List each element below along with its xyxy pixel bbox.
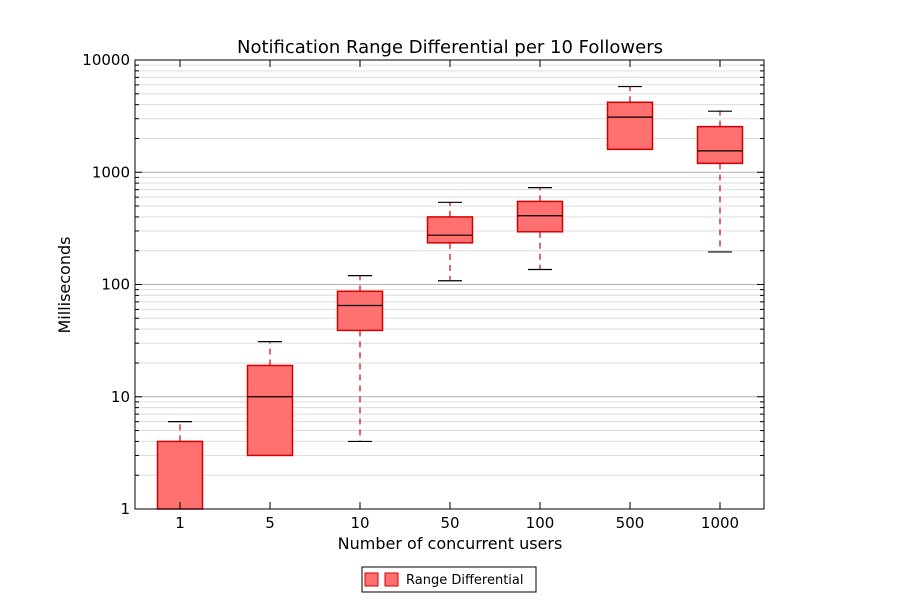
legend-swatch-2 xyxy=(384,572,399,587)
iqr-box xyxy=(336,290,384,332)
legend-swatch-1 xyxy=(364,572,379,587)
x-tick-label: 5 xyxy=(265,514,275,532)
y-tick-label: 10000 xyxy=(82,51,130,69)
x-tick-label: 1 xyxy=(175,514,185,532)
iqr-box xyxy=(606,101,654,151)
box-series xyxy=(156,85,744,510)
iqr-box xyxy=(246,364,294,457)
legend-label: Range Differential xyxy=(406,573,524,588)
x-tick-label: 100 xyxy=(526,514,555,532)
grid-lines xyxy=(135,64,764,476)
iqr-box xyxy=(426,216,474,244)
iqr-box xyxy=(696,125,744,165)
legend: Range Differential xyxy=(361,566,537,593)
y-tick-label: 100 xyxy=(101,276,130,294)
y-tick-label: 10 xyxy=(111,388,130,406)
box-1 xyxy=(156,421,204,510)
x-tick-label: 500 xyxy=(616,514,645,532)
y-axis-ticks: 1 10 100 1000 10000 xyxy=(82,51,764,518)
x-tick-label: 10 xyxy=(350,514,369,532)
chart-title: Notification Range Differential per 10 F… xyxy=(237,37,663,58)
x-axis-label: Number of concurrent users xyxy=(338,534,563,553)
box-100 xyxy=(516,186,564,271)
iqr-box xyxy=(516,200,564,233)
x-tick-label: 50 xyxy=(440,514,459,532)
y-axis-label: Milliseconds xyxy=(55,237,74,334)
box-10 xyxy=(336,275,384,443)
box-5 xyxy=(246,340,294,457)
y-tick-label: 1000 xyxy=(92,163,130,181)
box-1000 xyxy=(696,110,744,253)
x-tick-label: 1000 xyxy=(701,514,739,532)
x-axis-ticks: 1 5 10 50 100 500 1000 xyxy=(175,60,739,532)
box-50 xyxy=(426,201,474,282)
box-500 xyxy=(606,85,654,151)
iqr-box xyxy=(156,440,204,510)
y-tick-label: 1 xyxy=(120,500,130,518)
